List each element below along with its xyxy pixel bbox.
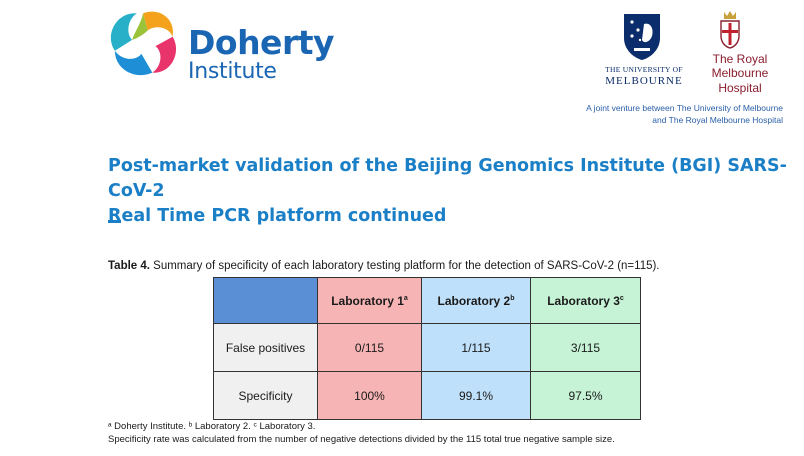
rmh-line1: The Royal <box>712 52 768 66</box>
table-corner-cell <box>213 277 318 324</box>
table-caption-text: Summary of specificity of each laborator… <box>149 260 660 272</box>
column-header-label: Laboratory 3 <box>547 293 620 308</box>
column-header-lab3: Laboratory 3c <box>530 277 641 324</box>
column-header-lab2: Laboratory 2b <box>421 277 531 324</box>
table-cell: 99.1% <box>421 371 531 420</box>
column-header-sup: c <box>619 294 624 302</box>
university-of-melbourne-crest <box>624 14 660 60</box>
page-title: Post-market validation of the Beijing Ge… <box>108 154 788 229</box>
table-caption-label: Table 4. <box>108 260 150 272</box>
footnote-method: Specificity rate was calculated from the… <box>108 434 615 445</box>
uom-line1: THE UNIVERSITY OF <box>605 65 683 74</box>
rmh-line3: Hospital <box>718 80 762 95</box>
table-cell: 97.5% <box>530 371 641 420</box>
doherty-name-line2: Institute <box>188 59 277 84</box>
table-caption: Table 4. Summary of specificity of each … <box>108 260 788 272</box>
specificity-table: Laboratory 1a Laboratory 2b Laboratory 3… <box>213 277 641 420</box>
table-row: False positives 0/115 1/115 3/115 <box>213 323 641 372</box>
column-header-lab1: Laboratory 1a <box>317 277 422 324</box>
university-of-melbourne-wordmark: THE UNIVERSITY OF MELBOURNE <box>604 65 684 87</box>
page-title-line2: Real Time PCR platform continued <box>108 206 447 226</box>
table-cell: 0/115 <box>317 323 422 372</box>
table-cell: 1/115 <box>421 323 531 372</box>
royal-melbourne-hospital-crest <box>720 11 740 49</box>
uom-line2: MELBOURNE <box>605 74 683 87</box>
doherty-institute-wordmark: Doherty Institute <box>188 23 335 84</box>
joint-venture-line2: and The Royal Melbourne Hospital <box>652 115 783 126</box>
page-title-line1: Post-market validation of the Beijing Ge… <box>108 156 787 201</box>
table-cell: 3/115 <box>530 323 641 372</box>
row-label: False positives <box>213 323 318 372</box>
column-header-label: Laboratory 1 <box>331 293 404 308</box>
joint-venture-line1: A joint venture between The University o… <box>586 103 783 113</box>
joint-venture-note: A joint venture between The University o… <box>540 102 783 127</box>
column-header-sup: b <box>510 294 515 302</box>
footnote-lab-key: ᵃ Doherty Institute. ᵇ Laboratory 2. ᶜ L… <box>108 421 316 432</box>
column-header-label: Laboratory 2 <box>437 293 511 308</box>
title-divider <box>108 220 121 223</box>
rmh-line2: Melbourne <box>711 66 769 81</box>
doherty-institute-logo <box>110 11 177 76</box>
doherty-name-line1: Doherty <box>188 23 335 62</box>
row-label: Specificity <box>213 371 318 420</box>
table-header-row: Laboratory 1a Laboratory 2b Laboratory 3… <box>213 277 641 324</box>
column-header-sup: a <box>403 294 408 302</box>
table-row: Specificity 100% 99.1% 97.5% <box>213 371 641 420</box>
royal-melbourne-hospital-wordmark: The Royal Melbourne Hospital <box>700 52 780 95</box>
table-cell: 100% <box>317 371 422 420</box>
